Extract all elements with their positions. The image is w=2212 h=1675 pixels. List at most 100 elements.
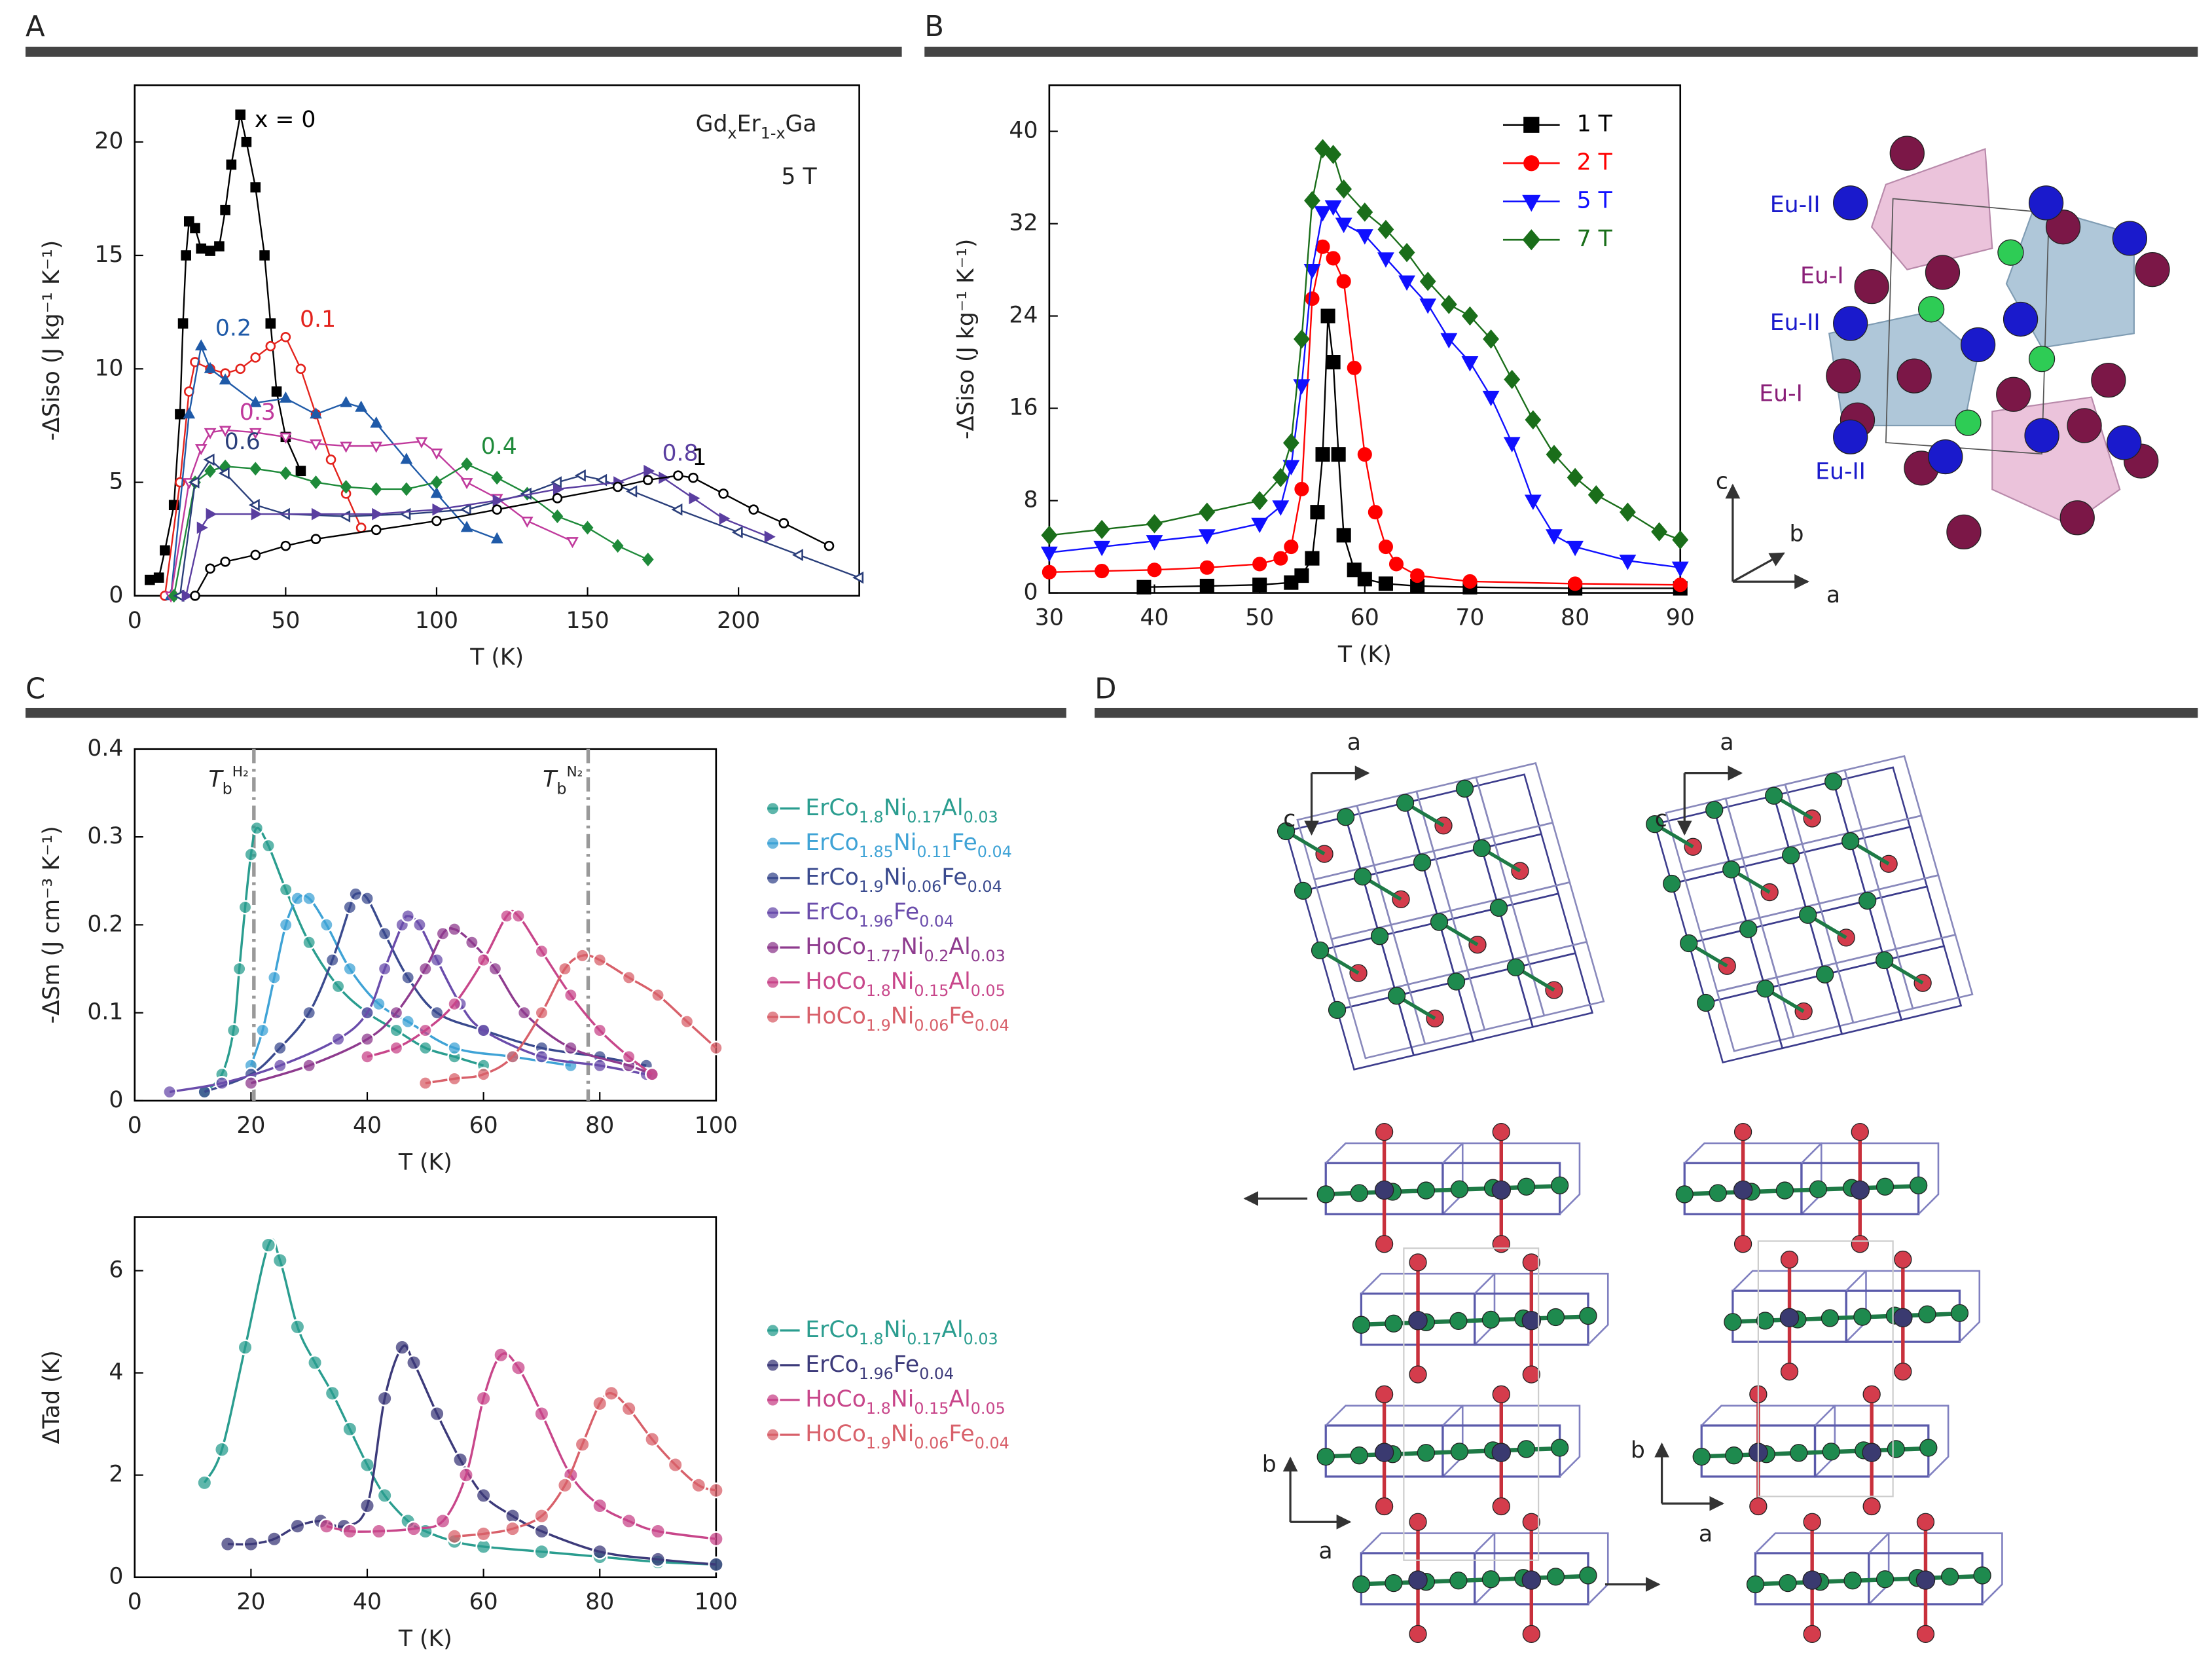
- atom: [1417, 1181, 1436, 1200]
- marker: [272, 1058, 287, 1073]
- unit-cell: [1403, 1247, 1540, 1561]
- marker: [649, 1551, 666, 1568]
- marker: [340, 480, 352, 494]
- marker: [575, 948, 590, 963]
- legend-label: 7 T: [1577, 226, 1613, 252]
- marker: [235, 363, 245, 375]
- marker: [190, 591, 200, 601]
- marker: [214, 1076, 230, 1091]
- axis-label: b: [1790, 521, 1804, 547]
- marker: [644, 464, 655, 477]
- atom: [1277, 822, 1296, 841]
- marker: [389, 1023, 404, 1038]
- marker: [626, 485, 638, 498]
- atom: [1481, 1310, 1500, 1329]
- atom: [2003, 301, 2039, 337]
- marker: [765, 940, 780, 955]
- marker: [447, 1040, 462, 1056]
- marker: [1462, 574, 1478, 589]
- atom: [1779, 1574, 1797, 1592]
- atom: [1352, 1316, 1371, 1334]
- marker: [243, 1536, 259, 1553]
- y-tick-label: 24: [1009, 303, 1038, 329]
- slab-top: [1474, 1272, 1609, 1346]
- marker: [642, 552, 654, 566]
- marker: [553, 483, 564, 496]
- marker: [183, 407, 196, 419]
- atom: [1374, 1443, 1394, 1462]
- marker: [1672, 530, 1689, 550]
- marker: [1293, 379, 1311, 395]
- axis-label: a: [1318, 1538, 1332, 1564]
- series-line: [1049, 245, 1680, 586]
- marker: [431, 475, 443, 490]
- marker: [377, 961, 392, 976]
- marker: [534, 1523, 550, 1539]
- x-tick-label: 80: [1561, 605, 1589, 631]
- atom: [1917, 296, 1945, 323]
- plot-frame: [134, 1216, 717, 1579]
- marker: [272, 1252, 288, 1269]
- marker: [1619, 555, 1637, 570]
- marker: [1294, 481, 1309, 496]
- legend-label: ErCo1.8Ni0.17Al0.03: [805, 795, 998, 826]
- marker: [302, 935, 317, 950]
- panel-letter: A: [26, 10, 45, 43]
- marker: [190, 223, 200, 234]
- marker: [265, 318, 276, 329]
- atom: [1765, 786, 1783, 805]
- marker: [596, 473, 607, 487]
- lattice-cell: [1775, 962, 1855, 1039]
- atom: [1449, 1572, 1468, 1590]
- atom: [1780, 1250, 1799, 1269]
- atom: [1492, 1497, 1510, 1516]
- atom: [1311, 941, 1330, 960]
- x-tick-label: 100: [415, 608, 458, 634]
- atom: [1862, 1443, 1881, 1462]
- marker: [765, 870, 780, 885]
- marker: [852, 571, 864, 584]
- marker: [1619, 502, 1636, 522]
- atom: [1374, 1180, 1394, 1200]
- series-label: 0.3: [240, 399, 276, 426]
- marker: [302, 891, 317, 906]
- atom: [1546, 1568, 1565, 1586]
- marker: [673, 470, 683, 481]
- lattice-cell: [1455, 966, 1534, 1042]
- marker: [251, 507, 263, 521]
- marker: [181, 589, 193, 602]
- slab-top: [1474, 1532, 1609, 1605]
- marker: [1378, 576, 1393, 591]
- marker: [551, 509, 564, 524]
- marker: [418, 1076, 433, 1091]
- legend-label: HoCo1.8Ni0.15Al0.05: [805, 968, 1005, 1000]
- atom: [1517, 1177, 1536, 1196]
- atom: [1385, 1574, 1403, 1592]
- atom: [1853, 1308, 1872, 1326]
- marker: [621, 1401, 637, 1417]
- marker: [370, 416, 383, 428]
- y-tick-label: 6: [109, 1257, 123, 1283]
- marker: [650, 987, 666, 1003]
- x-axis-title: T (K): [469, 644, 524, 671]
- marker: [204, 428, 217, 439]
- atom: [2135, 252, 2170, 287]
- atom: [1833, 306, 1868, 341]
- annotation: 5 T: [781, 164, 817, 190]
- legend-label: ErCo1.9Ni0.06Fe0.04: [805, 864, 1002, 896]
- marker: [430, 449, 443, 460]
- marker: [342, 1523, 358, 1539]
- atom: [1387, 987, 1406, 1005]
- atom: [1733, 1180, 1753, 1200]
- atom: [1960, 327, 1996, 363]
- marker: [1347, 360, 1362, 375]
- atom: [1749, 1497, 1768, 1516]
- atom: [1997, 239, 2024, 266]
- slab-top: [1845, 1270, 1981, 1343]
- y-tick-label: 40: [1009, 118, 1038, 144]
- atom: [1350, 1446, 1368, 1465]
- marker: [1522, 229, 1540, 251]
- marker: [160, 545, 170, 556]
- atom: [1375, 1235, 1394, 1253]
- marker: [592, 1498, 608, 1514]
